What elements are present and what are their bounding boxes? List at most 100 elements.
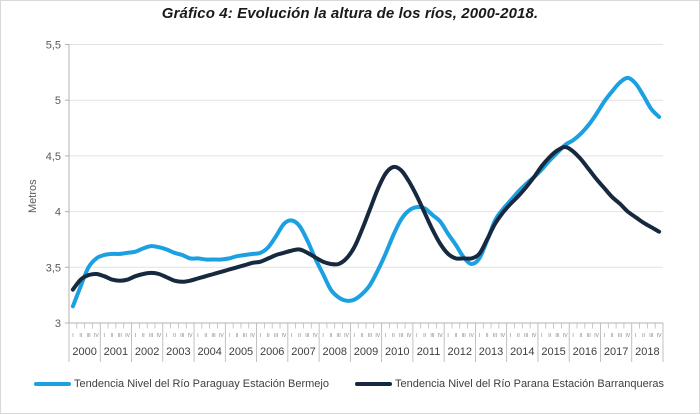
year-label: 2018: [635, 346, 659, 358]
legend-item-bermejo: Tendencia Nivel del Río Paraguay Estació…: [34, 378, 329, 390]
legend-item-barranqueras: Tendencia Nivel del Río Parana Estación …: [354, 378, 665, 390]
quarter-label: I: [385, 333, 386, 339]
quarter-label: II: [298, 333, 301, 339]
quarter-label: III: [86, 333, 90, 339]
year-label: 2015: [541, 346, 565, 358]
y-tick-label: 3,5: [46, 262, 61, 274]
year-label: 2013: [479, 346, 503, 358]
quarter-label: III: [149, 333, 153, 339]
quarter-label: II: [236, 333, 239, 339]
series-line-barranqueras: [70, 144, 662, 292]
quarter-label: IV: [188, 333, 193, 339]
quarter-label: IV: [407, 333, 412, 339]
quarter-label: II: [329, 333, 332, 339]
quarter-label: IV: [563, 333, 568, 339]
quarter-label: III: [618, 333, 622, 339]
quarter-label: IV: [500, 333, 505, 339]
quarter-label: II: [267, 333, 270, 339]
year-label: 2010: [385, 346, 409, 358]
quarter-label: I: [72, 333, 73, 339]
legend: Tendencia Nivel del Río Paraguay Estació…: [34, 378, 664, 390]
quarter-label: III: [524, 333, 528, 339]
quarter-label: IV: [313, 333, 318, 339]
legend-swatch-bermejo: [34, 382, 71, 386]
quarter-label: IV: [94, 333, 99, 339]
quarter-label: II: [454, 333, 457, 339]
quarter-label: I: [510, 333, 511, 339]
quarter-label: I: [322, 333, 323, 339]
quarter-label: I: [291, 333, 292, 339]
quarter-label: II: [580, 333, 583, 339]
quarter-label: II: [142, 333, 145, 339]
quarter-label: I: [479, 333, 480, 339]
quarter-label: II: [204, 333, 207, 339]
quarter-label: III: [555, 333, 559, 339]
series-line-bermejo: [70, 75, 662, 309]
y-tick-label: 5,5: [46, 40, 61, 52]
quarter-label: III: [305, 333, 309, 339]
chart-title: Gráfico 4: Evolución la altura de los rí…: [161, 5, 539, 22]
y-tick-label: 4,5: [46, 151, 61, 163]
year-label: 2012: [448, 346, 472, 358]
y-tick-label: 3: [55, 318, 61, 330]
quarter-label: II: [392, 333, 395, 339]
quarter-label: IV: [625, 333, 630, 339]
year-label: 2011: [417, 346, 441, 358]
quarter-label: II: [486, 333, 489, 339]
year-label: 2001: [104, 346, 128, 358]
quarter-label: IV: [594, 333, 599, 339]
quarter-label: II: [361, 333, 364, 339]
quarter-label: IV: [532, 333, 537, 339]
quarter-label: IV: [219, 333, 224, 339]
year-label: 2016: [573, 346, 597, 358]
legend-label-barranqueras: Tendencia Nivel del Río Parana Estación …: [394, 378, 665, 390]
quarter-label: I: [572, 333, 573, 339]
quarter-label: IV: [157, 333, 162, 339]
quarter-label: IV: [344, 333, 349, 339]
year-label: 2004: [197, 346, 221, 358]
quarter-label: I: [447, 333, 448, 339]
year-label: 2002: [135, 346, 159, 358]
year-label: 2008: [322, 346, 346, 358]
quarter-label: IV: [469, 333, 474, 339]
quarter-label: III: [337, 333, 341, 339]
y-tick-label: 4: [55, 207, 61, 219]
quarter-label: I: [197, 333, 198, 339]
quarter-label: III: [180, 333, 184, 339]
year-label: 2003: [166, 346, 190, 358]
quarter-label: IV: [250, 333, 255, 339]
quarter-label: III: [212, 333, 216, 339]
year-label: 2007: [291, 346, 315, 358]
quarter-label: II: [642, 333, 645, 339]
quarter-label: I: [229, 333, 230, 339]
quarter-label: III: [587, 333, 591, 339]
y-tick-label: 5: [55, 95, 61, 107]
quarter-label: IV: [282, 333, 287, 339]
quarter-label: III: [274, 333, 278, 339]
quarter-label: I: [604, 333, 605, 339]
quarter-label: II: [517, 333, 520, 339]
quarter-label: I: [354, 333, 355, 339]
quarter-label: III: [243, 333, 247, 339]
quarter-label: II: [611, 333, 614, 339]
quarter-label: III: [430, 333, 434, 339]
quarter-label: III: [118, 333, 122, 339]
quarter-label: III: [368, 333, 372, 339]
legend-swatch-barranqueras: [354, 382, 392, 386]
quarter-label: I: [541, 333, 542, 339]
year-label: 2014: [510, 346, 534, 358]
year-label: 2005: [229, 346, 253, 358]
quarter-label: II: [79, 333, 82, 339]
year-label: 2009: [354, 346, 378, 358]
year-label: 2000: [72, 346, 96, 358]
quarter-label: II: [423, 333, 426, 339]
quarter-label: IV: [438, 333, 443, 339]
quarter-label: IV: [657, 333, 662, 339]
quarter-label: II: [173, 333, 176, 339]
quarter-label: IV: [125, 333, 130, 339]
quarter-label: I: [166, 333, 167, 339]
legend-label-bermejo: Tendencia Nivel del Río Paraguay Estació…: [74, 378, 329, 390]
quarter-label: II: [548, 333, 551, 339]
